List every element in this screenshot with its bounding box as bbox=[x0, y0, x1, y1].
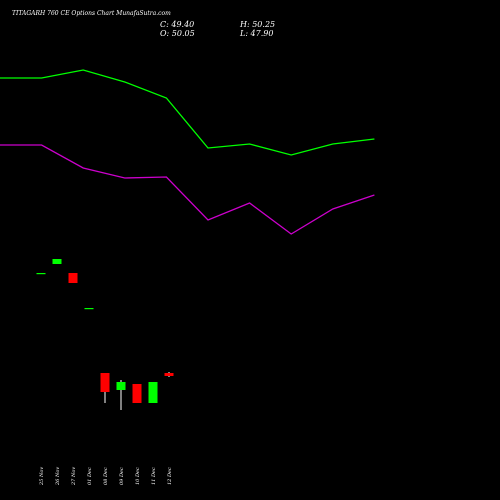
date-label: 27 Nov bbox=[71, 467, 77, 486]
low-value: L: 47.90 bbox=[239, 29, 273, 38]
date-axis: 25 Nov 26 Nov 27 Nov 01 Dec 08 Dec 09 Dec 10 D… bbox=[39, 467, 173, 486]
high-value: H: 50.25 bbox=[239, 20, 275, 29]
price-candle bbox=[68, 273, 78, 283]
indicator-lines bbox=[0, 69, 375, 235]
date-label: 12 Dec bbox=[167, 467, 173, 485]
lower-indicator-line bbox=[0, 144, 375, 235]
lower-candle bbox=[164, 373, 174, 376]
upper-indicator-line bbox=[0, 69, 375, 156]
chart-title: TITAGARH 760 CE Options Chart MunafaSutr… bbox=[12, 10, 171, 17]
date-label: 08 Dec bbox=[103, 467, 109, 485]
date-label: 10 Dec bbox=[135, 467, 141, 485]
lower-candle bbox=[132, 384, 142, 403]
date-label: 11 Dec bbox=[151, 467, 157, 485]
price-candle bbox=[36, 273, 46, 275]
date-label: 01 Dec bbox=[87, 467, 93, 485]
date-label: 09 Dec bbox=[119, 467, 125, 485]
lower-candle bbox=[100, 373, 110, 392]
lower-candle bbox=[148, 382, 158, 403]
date-label: 25 Nov bbox=[39, 467, 45, 486]
open-value: O: 50.05 bbox=[160, 29, 195, 38]
price-candle bbox=[52, 259, 62, 264]
lower-candle bbox=[116, 382, 126, 390]
price-candles bbox=[36, 259, 94, 310]
price-candle bbox=[84, 308, 94, 310]
volume-candles bbox=[100, 372, 174, 410]
date-label: 26 Nov bbox=[55, 467, 61, 486]
close-value: C: 49.40 bbox=[160, 20, 194, 29]
